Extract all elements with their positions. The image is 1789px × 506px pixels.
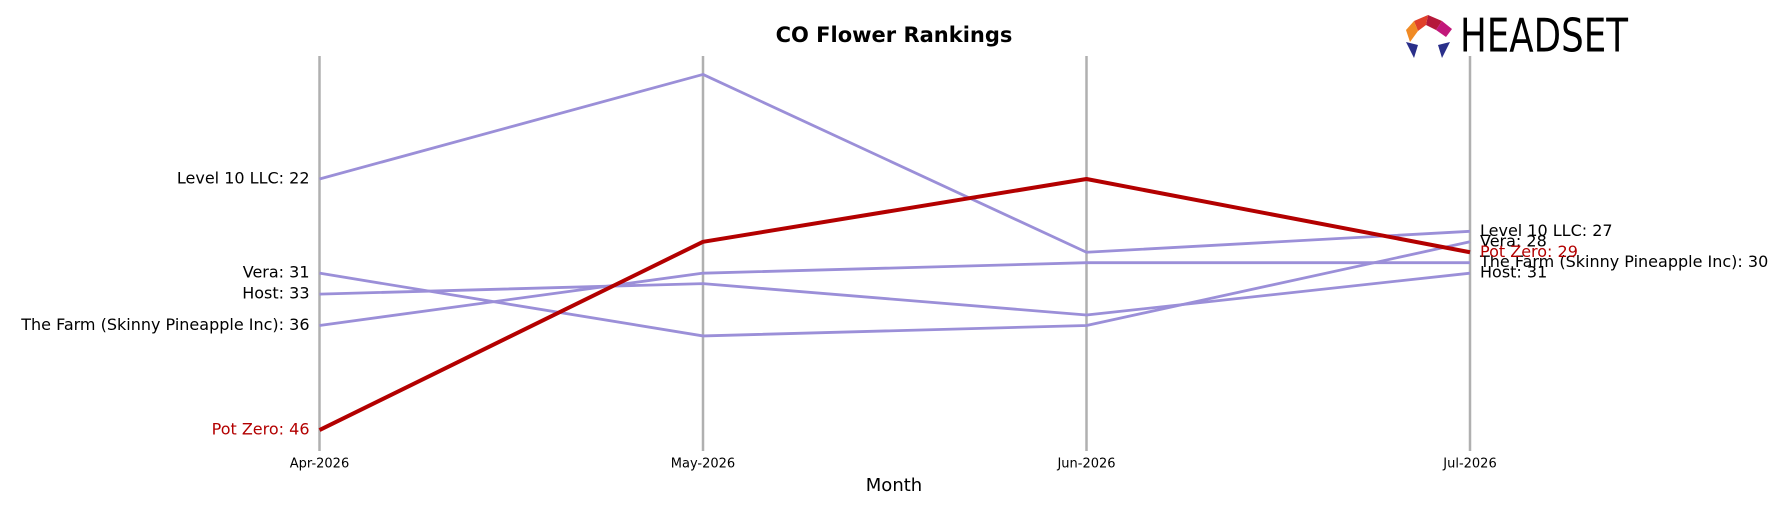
series-line — [319, 271, 1471, 317]
end-label: Host: 31 — [1480, 263, 1547, 282]
logo-shape — [1438, 42, 1450, 58]
x-axis-label: Month — [866, 475, 922, 496]
start-label: Level 10 LLC: 22 — [177, 169, 310, 188]
x-tick-label: Jun-2026 — [1056, 457, 1115, 472]
series-line — [319, 261, 1470, 327]
logo-shape — [1436, 21, 1452, 37]
series-line — [318, 177, 1471, 432]
logo-text: HEADSET — [1460, 9, 1629, 63]
start-label: The Farm (Skinny Pineapple Inc): 36 — [20, 315, 309, 334]
logo-shape — [1406, 21, 1418, 42]
x-tick-label: May-2026 — [671, 457, 735, 472]
logo-shape — [1414, 15, 1428, 31]
end-label: Level 10 LLC: 27 — [1480, 221, 1613, 240]
end-label: Vera: 28 — [1480, 231, 1547, 250]
x-tick-label: Apr-2026 — [290, 457, 349, 472]
series-line — [319, 240, 1471, 338]
start-label: Host: 33 — [242, 284, 309, 303]
logo: HEADSET — [1406, 9, 1629, 63]
series-line — [319, 73, 1471, 254]
chart-title: CO Flower Rankings — [776, 23, 1013, 47]
logo-shape — [1406, 42, 1418, 58]
start-label: Vera: 31 — [243, 263, 310, 282]
end-label: Pot Zero: 29 — [1480, 242, 1578, 261]
end-label: The Farm (Skinny Pineapple Inc): 30 — [1479, 252, 1768, 271]
x-tick-label: Jul-2026 — [1442, 457, 1496, 472]
start-label: Pot Zero: 46 — [212, 420, 310, 439]
logo-shape — [1426, 15, 1442, 30]
